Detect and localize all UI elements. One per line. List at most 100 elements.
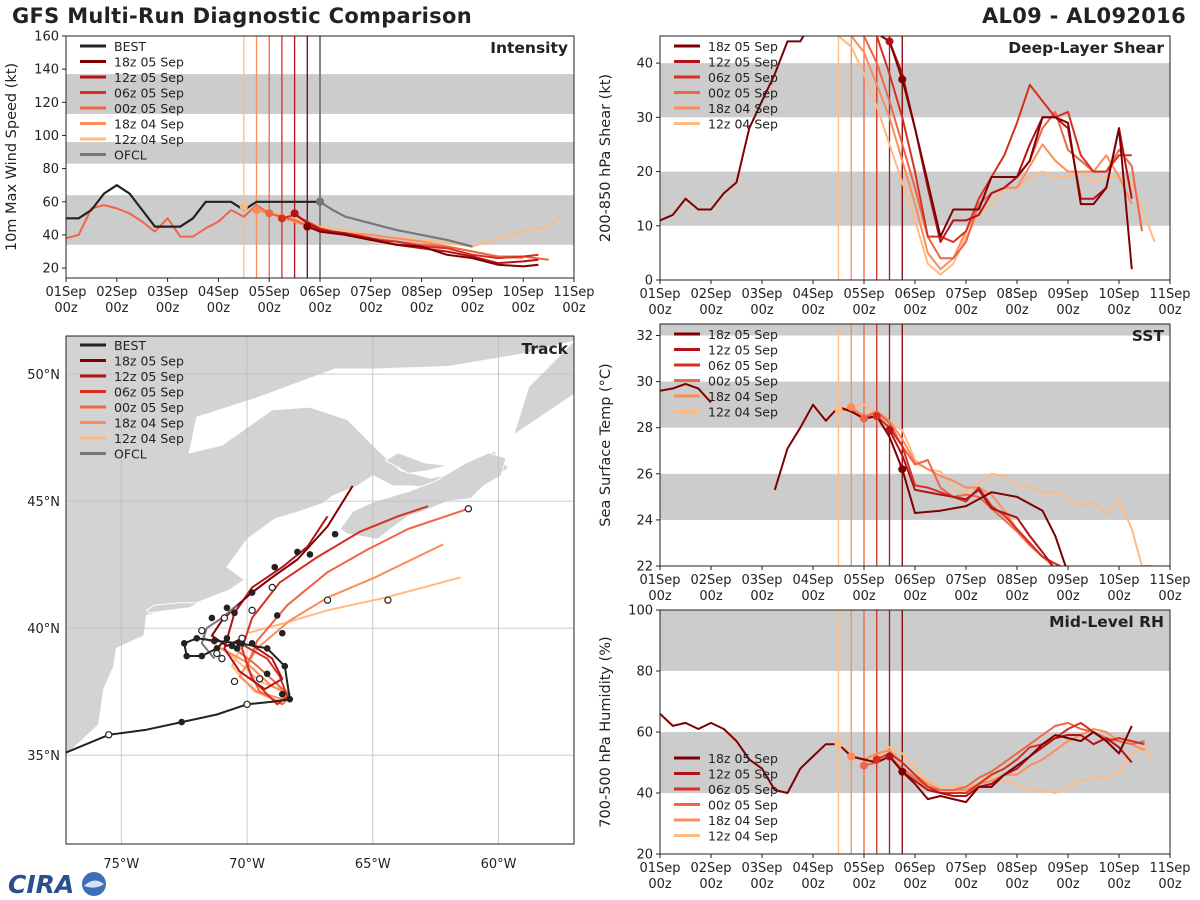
rh-legend-label: 12z 05 Sep bbox=[708, 767, 778, 782]
page-title: GFS Multi-Run Diagnostic Comparison bbox=[12, 4, 472, 28]
intensity-series-ofcl bbox=[319, 200, 473, 248]
shear-xtick-label: 03Sep bbox=[741, 287, 782, 302]
intensity-legend-label: 18z 04 Sep bbox=[114, 117, 184, 132]
rh-band-1 bbox=[660, 610, 1170, 671]
track-point bbox=[231, 609, 238, 617]
intensity-xtick-label: 02Sep bbox=[96, 285, 137, 300]
track-point bbox=[223, 604, 231, 612]
track-point-open bbox=[255, 675, 264, 683]
shear-xtick-label: 09Sep bbox=[1047, 287, 1088, 302]
intensity-xtick-label: 00z bbox=[156, 301, 180, 316]
rh-title: Mid-Level RH bbox=[1049, 613, 1164, 631]
intensity-ytick-label: 60 bbox=[42, 195, 59, 210]
shear-ytick-label: 40 bbox=[636, 57, 653, 72]
sst-marker-06z-05-sep bbox=[872, 412, 881, 421]
sst-marker-12z-05-sep bbox=[885, 426, 894, 435]
shear-xtick-label: 06Sep bbox=[894, 287, 935, 302]
sst-xtick-label: 00z bbox=[903, 589, 927, 604]
track-lat-label: 45°N bbox=[27, 495, 60, 510]
rh-ytick-label: 100 bbox=[628, 604, 653, 619]
shear-xtick-label: 00z bbox=[852, 303, 876, 318]
rh-xtick-label: 08Sep bbox=[996, 861, 1037, 876]
sst-ytick-label: 26 bbox=[636, 467, 653, 482]
track-point bbox=[213, 645, 221, 652]
shear-series-18z-05-sep bbox=[660, 36, 1133, 270]
shear-xtick-label: 02Sep bbox=[690, 287, 731, 302]
intensity-ytick-label: 140 bbox=[34, 63, 59, 78]
intensity-xtick-label: 00z bbox=[54, 301, 78, 316]
rh-series-18z-05-sep bbox=[660, 712, 1133, 804]
shear-marker-18z-05-sep bbox=[898, 75, 907, 84]
intensity-legend-label: 12z 04 Sep bbox=[114, 132, 184, 147]
track-point bbox=[278, 629, 286, 637]
track-legend-label: 18z 05 Sep bbox=[114, 354, 184, 369]
sst-xtick-label: 01Sep bbox=[639, 573, 680, 588]
shear-xtick-label: 00z bbox=[1107, 303, 1131, 318]
track-legend-label: 06z 05 Sep bbox=[114, 385, 184, 400]
track-point bbox=[223, 634, 231, 642]
track-point-open bbox=[243, 700, 251, 709]
sst-ytick-label: 28 bbox=[636, 421, 653, 436]
shear-legend-label: 00z 05 Sep bbox=[708, 86, 778, 101]
shear-xtick-label: 05Sep bbox=[843, 287, 884, 302]
track-land-4 bbox=[512, 340, 574, 437]
shear-ytick-label: 10 bbox=[636, 219, 653, 234]
sst-plot-area bbox=[660, 324, 1170, 566]
shear-ytick-label: 0 bbox=[645, 274, 653, 289]
cira-logo-text: CIRA bbox=[8, 870, 74, 898]
intensity-legend-label: OFCL bbox=[114, 148, 147, 163]
rh-xtick-label: 01Sep bbox=[639, 861, 680, 876]
intensity-xtick-label: 09Sep bbox=[452, 285, 493, 300]
sst-series-18z-05-sep bbox=[773, 403, 1067, 566]
shear-legend-label: 06z 05 Sep bbox=[708, 70, 778, 85]
rh-xtick-label: 00z bbox=[801, 877, 825, 892]
intensity-xtick-label: 00z bbox=[308, 301, 332, 316]
shear-ytick-label: 30 bbox=[636, 111, 653, 126]
sst-ytick-label: 30 bbox=[636, 375, 653, 390]
sst-xtick-label: 00z bbox=[648, 589, 672, 604]
intensity-xtick-label: 00z bbox=[258, 301, 282, 316]
track-lon-label: 75°W bbox=[103, 857, 139, 872]
track-point bbox=[286, 695, 294, 703]
track-point-open bbox=[323, 596, 332, 604]
sst-band-2 bbox=[660, 324, 1170, 336]
track-point-open bbox=[230, 677, 239, 686]
sst-series-00z-05-sep bbox=[850, 408, 1061, 566]
sst-marker-00z-05-sep bbox=[860, 414, 868, 423]
shear-xtick-label: 11Sep bbox=[1149, 287, 1190, 302]
intensity-series-18z-05-sep bbox=[306, 225, 539, 268]
shear-xtick-label: 00z bbox=[1158, 303, 1182, 318]
panel-sst: 22242628303201Sep00z02Sep00z03Sep00z04Se… bbox=[598, 323, 1191, 604]
sst-legend-label: 12z 05 Sep bbox=[708, 343, 778, 358]
rh-legend-label: 00z 05 Sep bbox=[708, 798, 778, 813]
shear-xtick-label: 07Sep bbox=[945, 287, 986, 302]
rh-xtick-label: 00z bbox=[750, 877, 774, 892]
sst-xtick-label: 08Sep bbox=[996, 573, 1037, 588]
intensity-legend-label: 12z 05 Sep bbox=[114, 70, 184, 85]
track-point bbox=[281, 662, 289, 670]
track-lon-label: 65°W bbox=[355, 857, 391, 872]
track-series-06z-05-sep bbox=[241, 505, 429, 706]
rh-xtick-label: 07Sep bbox=[945, 861, 986, 876]
intensity-xtick-label: 11Sep bbox=[553, 285, 594, 300]
sst-xtick-label: 00z bbox=[1158, 589, 1182, 604]
shear-xtick-label: 00z bbox=[954, 303, 978, 318]
intensity-series-00z-05-sep bbox=[66, 204, 549, 261]
rh-xtick-label: 06Sep bbox=[894, 861, 935, 876]
intensity-plot-area bbox=[66, 36, 574, 278]
track-point bbox=[211, 637, 218, 645]
rh-legend-label: 18z 05 Sep bbox=[708, 751, 778, 766]
intensity-marker-18z-05-sep bbox=[303, 222, 312, 231]
intensity-xtick-label: 00z bbox=[105, 301, 129, 316]
shear-plot-area bbox=[660, 36, 1170, 280]
track-legend-label: 12z 05 Sep bbox=[114, 369, 184, 384]
sst-ylabel: Sea Surface Temp (°C) bbox=[598, 363, 614, 526]
track-frame bbox=[65, 335, 575, 845]
intensity-legend-label: 06z 05 Sep bbox=[114, 86, 184, 101]
shear-xtick-label: 00z bbox=[750, 303, 774, 318]
sst-xtick-label: 04Sep bbox=[792, 573, 833, 588]
sst-xtick-label: 05Sep bbox=[843, 573, 884, 588]
track-point bbox=[248, 589, 256, 596]
intensity-xtick-label: 06Sep bbox=[299, 285, 340, 300]
